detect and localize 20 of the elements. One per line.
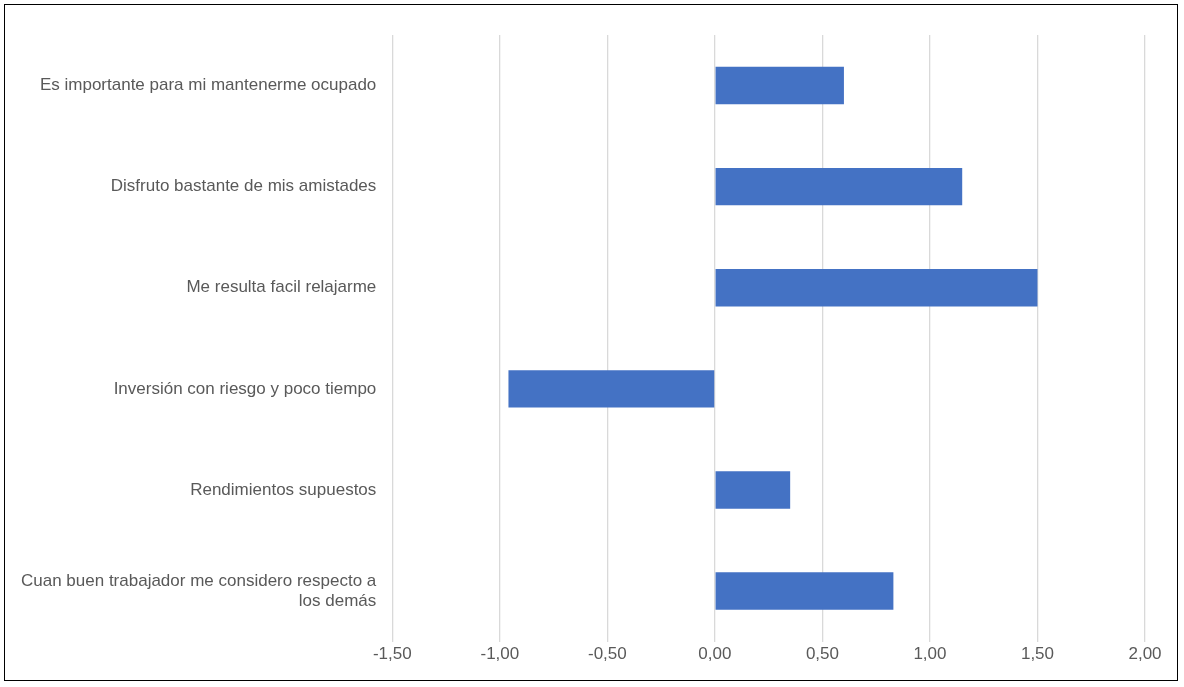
x-tick-label: 2,00 <box>1128 644 1162 664</box>
x-tick-label: 0,50 <box>805 644 839 664</box>
bar <box>715 66 844 105</box>
y-tick-label: Es importante para mi mantenerme ocupado <box>39 75 377 95</box>
x-tick-label: -0,50 <box>588 644 627 664</box>
x-tick-label: 0,00 <box>698 644 732 664</box>
x-tick-label: 1,00 <box>913 644 947 664</box>
x-tick-label: 1,50 <box>1020 644 1055 664</box>
x-tick-label: -1,00 <box>480 644 520 664</box>
y-tick-label: Me resulta facil relajarme <box>186 277 377 297</box>
bar <box>715 572 894 610</box>
x-tick-label: -1,50 <box>372 644 412 664</box>
bar <box>508 370 715 408</box>
y-tick-label: Disfruto bastante de mis amistades <box>110 176 377 196</box>
y-tick-label: Cuan buen trabajador me considero respecto a los demás <box>20 570 377 610</box>
bar <box>715 167 963 206</box>
y-tick-label: Rendimientos supuestos <box>190 479 377 499</box>
y-tick-label: Inversión con riesgo y poco tiempo <box>113 378 377 398</box>
bar <box>715 269 1038 307</box>
bar <box>715 471 791 509</box>
